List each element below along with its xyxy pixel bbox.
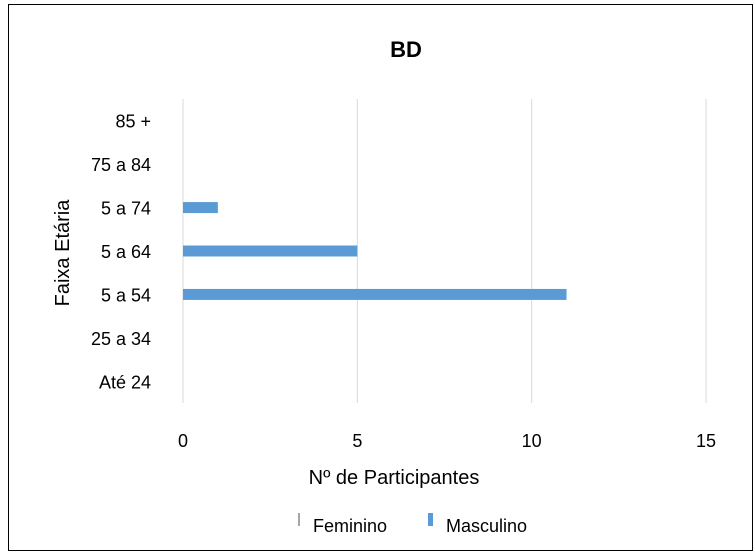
legend-swatch-feminino [298,513,300,526]
y-tick-label: 85 + [115,112,151,132]
y-tick-label: 75 a 84 [91,155,151,175]
x-tick-label: 15 [696,431,716,451]
legend-swatch-masculino [428,513,433,526]
x-axis-title: Nº de Participantes [309,467,480,489]
legend-label-masculino: Masculino [446,516,527,536]
chart-title: BD [390,37,422,62]
legend-label-feminino: Feminino [313,516,387,536]
y-tick-label: 5 a 54 [101,285,151,305]
y-tick-label: Até 24 [99,372,151,392]
y-tick-label: 25 a 34 [91,329,151,349]
bar-masculino [183,202,218,214]
x-tick-label: 5 [352,431,362,451]
y-tick-label: 5 a 64 [101,242,151,262]
y-axis-title: Faixa Etária [52,199,74,307]
bar-masculino [183,245,358,257]
x-tick-label: 0 [178,431,188,451]
x-tick-label: 10 [522,431,542,451]
bar-chart: BD 0 5 10 15 Até 24 25 a 34 5 a 54 5 a 64 5 a 74 7… [52,37,716,536]
chart-frame: BD 0 5 10 15 Até 24 25 a 34 5 a 54 5 a 64 5 a 74 7… [8,4,753,551]
bar-masculino [183,288,567,300]
y-tick-label: 5 a 74 [101,199,151,219]
